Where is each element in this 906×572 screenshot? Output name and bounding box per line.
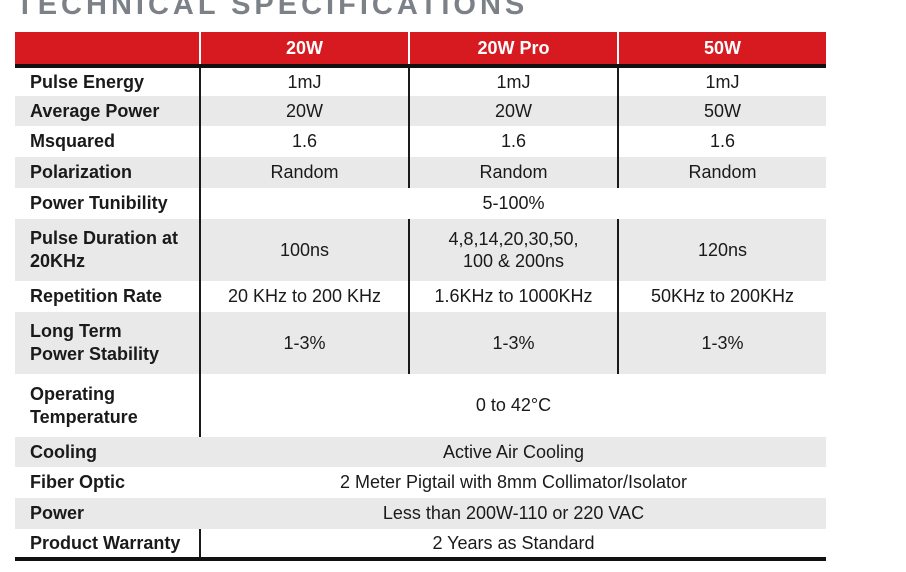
row-label: Long Term Power Stability (15, 312, 200, 374)
row-label: Product Warranty (15, 529, 200, 559)
cell-value: 20 KHz to 200 KHz (199, 281, 409, 312)
row-label: Pulse Energy (15, 66, 200, 96)
cell-value: 4,8,14,20,30,50, 100 & 200ns (408, 219, 618, 281)
table-row: Pulse Duration at 20KHz 100ns 4,8,14,20,… (15, 219, 826, 281)
table-row: Power Less than 200W-110 or 220 VAC (15, 498, 826, 529)
cell-value: 1-3% (408, 312, 618, 374)
cell-value: 0 to 42°C (199, 374, 826, 437)
cell-value: Random (199, 157, 409, 188)
cell-value: 1mJ (408, 66, 618, 96)
page-title: TECHNICAL SPECIFICATIONS (16, 0, 529, 21)
cell-value: 50KHz to 200KHz (617, 281, 826, 312)
header-50w: 50W (617, 32, 826, 66)
row-label: Operating Temperature (15, 374, 200, 437)
header-blank (15, 32, 200, 66)
cell-value: 2 Meter Pigtail with 8mm Collimator/Isol… (200, 467, 826, 498)
cell-value: Less than 200W-110 or 220 VAC (200, 498, 826, 529)
table-row: Cooling Active Air Cooling (15, 437, 826, 467)
specifications-table: 20W 20W Pro 50W Pulse Energy 1mJ 1mJ 1mJ… (15, 32, 826, 561)
table-header-row: 20W 20W Pro 50W (15, 32, 826, 66)
cell-value: 20W (408, 96, 618, 126)
table-row: Operating Temperature 0 to 42°C (15, 374, 826, 437)
cell-value: 1.6KHz to 1000KHz (408, 281, 618, 312)
cell-value: Random (617, 157, 826, 188)
cell-value: 2 Years as Standard (199, 529, 826, 559)
cell-value: 20W (199, 96, 409, 126)
row-label: Fiber Optic (15, 467, 200, 498)
row-label: Power Tunibility (15, 188, 200, 219)
table-row: Msquared 1.6 1.6 1.6 (15, 126, 826, 157)
header-20w: 20W (199, 32, 409, 66)
row-label: Cooling (15, 437, 200, 467)
table-row: Fiber Optic 2 Meter Pigtail with 8mm Col… (15, 467, 826, 498)
table-row: Product Warranty 2 Years as Standard (15, 529, 826, 559)
cell-value: 1mJ (617, 66, 826, 96)
cell-value: 1.6 (617, 126, 826, 157)
table-row: Average Power 20W 20W 50W (15, 96, 826, 126)
cell-value: 1mJ (199, 66, 409, 96)
cell-value: 1-3% (617, 312, 826, 374)
cell-value: Random (408, 157, 618, 188)
table-row: Repetition Rate 20 KHz to 200 KHz 1.6KHz… (15, 281, 826, 312)
cell-value: 100ns (199, 219, 409, 281)
row-label: Repetition Rate (15, 281, 200, 312)
table-row: Pulse Energy 1mJ 1mJ 1mJ (15, 66, 826, 96)
header-20w-pro: 20W Pro (408, 32, 618, 66)
cell-value: 120ns (617, 219, 826, 281)
cell-value: 1-3% (199, 312, 409, 374)
row-label: Average Power (15, 96, 200, 126)
cell-value: 50W (617, 96, 826, 126)
table-row: Long Term Power Stability 1-3% 1-3% 1-3% (15, 312, 826, 374)
row-label: Power (15, 498, 200, 529)
row-label: Msquared (15, 126, 200, 157)
cell-value: 1.6 (199, 126, 409, 157)
row-label: Pulse Duration at 20KHz (15, 219, 200, 281)
row-label: Polarization (15, 157, 200, 188)
table-row: Power Tunibility 5-100% (15, 188, 826, 219)
cell-value: 5-100% (199, 188, 826, 219)
table-row: Polarization Random Random Random (15, 157, 826, 188)
cell-value: 1.6 (408, 126, 618, 157)
cell-value: Active Air Cooling (200, 437, 826, 467)
